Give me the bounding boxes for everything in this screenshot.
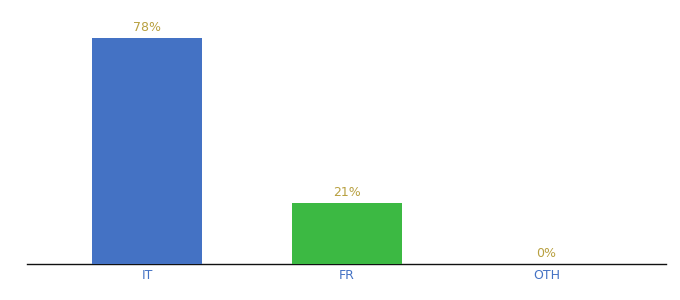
Text: 21%: 21% bbox=[333, 186, 360, 199]
Bar bbox=[292, 203, 402, 264]
Bar bbox=[92, 38, 202, 264]
Text: 78%: 78% bbox=[133, 21, 161, 34]
Text: 0%: 0% bbox=[537, 247, 556, 260]
